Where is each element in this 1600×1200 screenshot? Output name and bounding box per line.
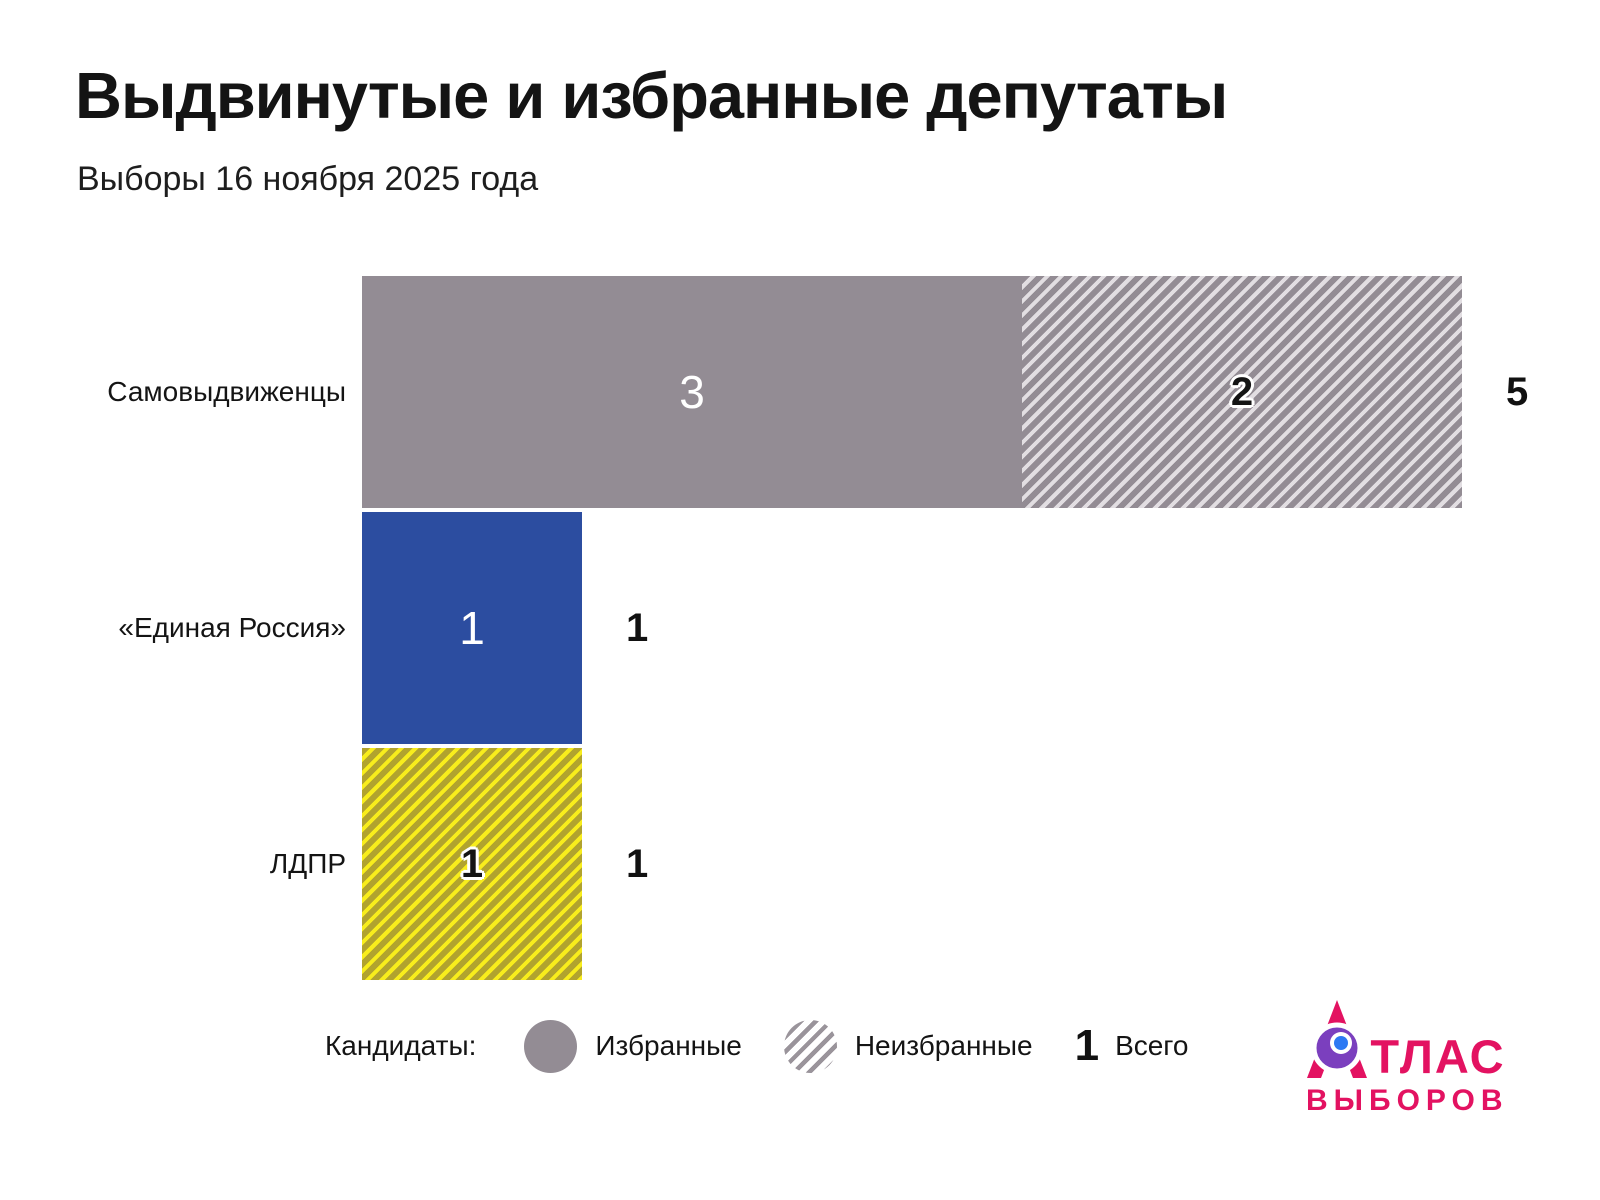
legend-item-total: 1 Всего xyxy=(1075,1024,1189,1068)
category-label: Самовыдвиженцы xyxy=(107,376,346,407)
elected-swatch-icon xyxy=(524,1019,578,1073)
legend-item-unelected: Неизбранные xyxy=(783,1019,1033,1073)
chart-row: «Единая Россия» 1 1 xyxy=(0,512,1600,744)
atlas-vyborov-logo: ТЛАС ВЫБОРОВ xyxy=(1306,998,1506,1118)
total-numeral-icon: 1 xyxy=(1074,1021,1100,1070)
chart-row: ЛДПР 1 1 xyxy=(0,748,1600,980)
chart-legend: Кандидаты: Избранные Неизбранные 1 Всего xyxy=(325,1018,1230,1074)
legend-total-label: Всего xyxy=(1115,1030,1189,1061)
category-label: «Единая Россия» xyxy=(118,612,346,643)
legend-title: Кандидаты: xyxy=(325,1030,477,1061)
bar-segment-unelected: 2 xyxy=(1022,276,1462,508)
segment-value: 1 xyxy=(460,841,484,886)
bar-segment-unelected: 1 xyxy=(362,748,582,980)
row-total-value: 5 xyxy=(1506,369,1529,414)
stacked-bar-chart: Самовыдвиженцы 3 2 5 «Единая Россия» 1 1 ЛДПР 1 1 xyxy=(0,276,1600,984)
page-subtitle: Выборы 16 ноября 2025 года xyxy=(77,160,539,198)
row-total-value: 1 xyxy=(626,605,649,650)
segment-value: 2 xyxy=(1230,369,1254,414)
legend-item-elected: Избранные xyxy=(524,1019,742,1073)
page-title: Выдвинутые и избранные депутаты xyxy=(75,59,1228,132)
category-label: ЛДПР xyxy=(269,848,346,879)
bar-segment-elected: 1 xyxy=(362,512,582,744)
bar-segment-elected: 3 xyxy=(362,276,1022,508)
row-total-value: 1 xyxy=(626,841,649,886)
legend-elected-label: Избранные xyxy=(595,1030,742,1061)
logo-word-vyborov: ВЫБОРОВ xyxy=(1306,1084,1509,1117)
segment-value: 1 xyxy=(459,602,485,654)
segment-value: 3 xyxy=(679,366,705,418)
unelected-swatch-icon xyxy=(783,1019,837,1073)
legend-unelected-label: Неизбранные xyxy=(854,1030,1033,1061)
chart-row: Самовыдвиженцы 3 2 5 xyxy=(0,276,1600,508)
logo-word-atlas: ТЛАС xyxy=(1370,1029,1506,1083)
atlas-logo-mark-icon xyxy=(1307,1000,1368,1078)
